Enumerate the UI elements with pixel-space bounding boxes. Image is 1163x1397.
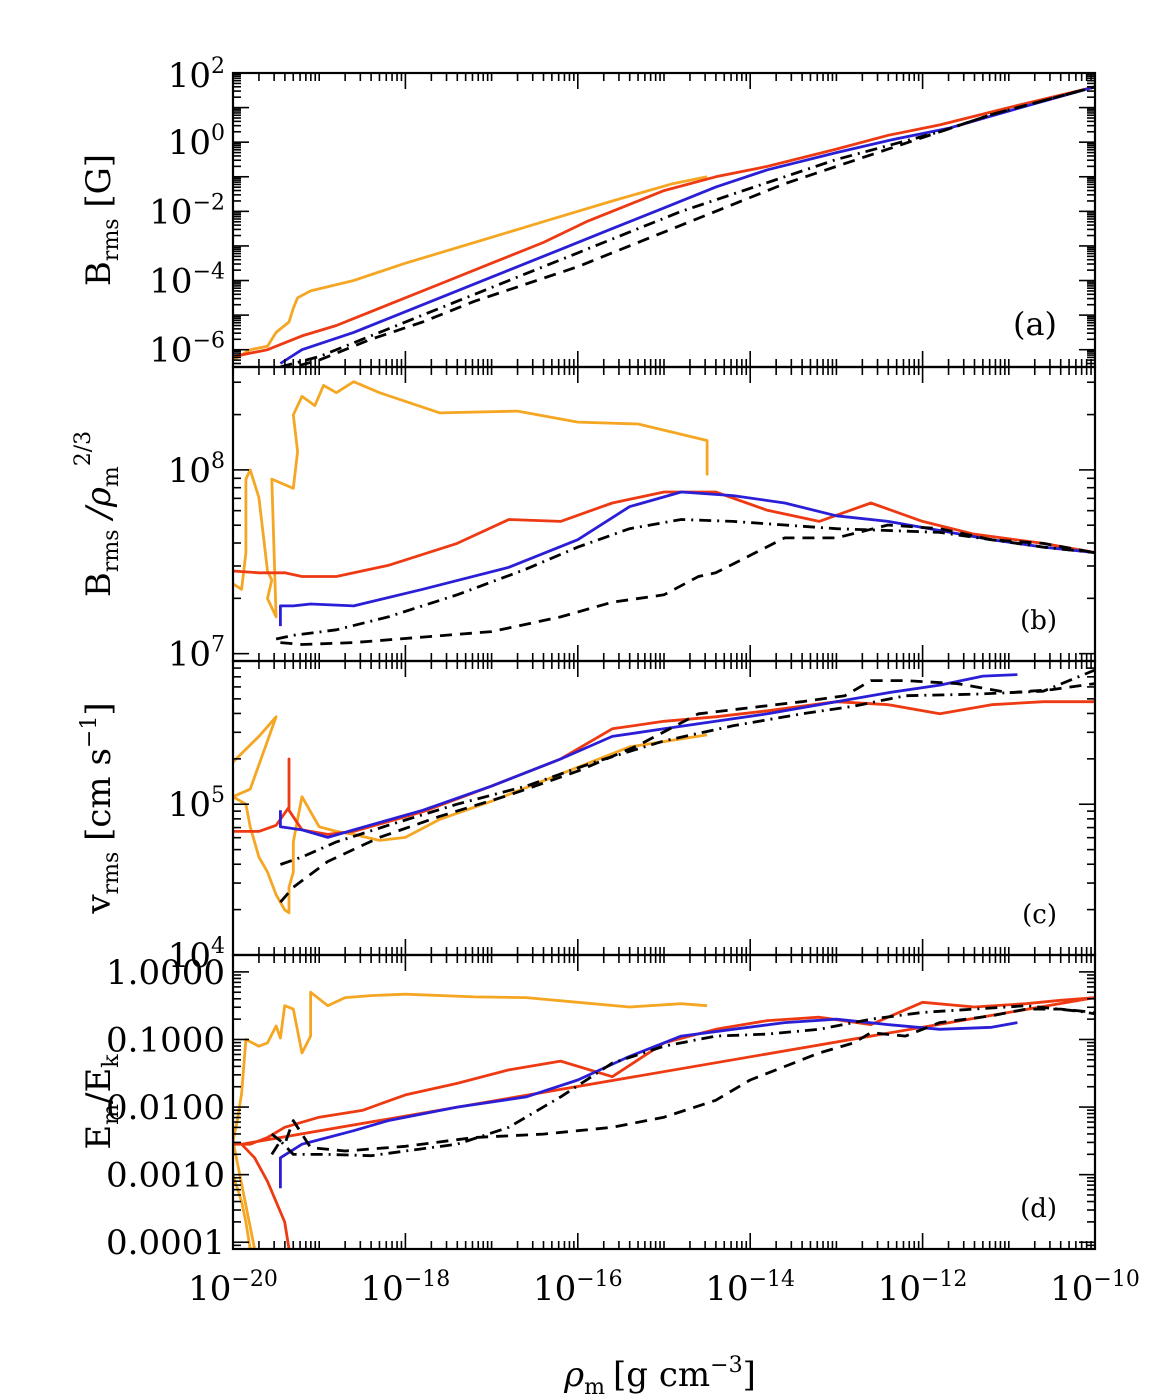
panel-a-x-ticks: [232, 73, 1096, 367]
panel-b: 108 107 (b) Brms /ρm2/3: [71, 365, 1097, 675]
y-tick-label: 0.0001: [106, 1223, 225, 1263]
x-tick-label: 10−20: [188, 1267, 278, 1309]
panel-a-series: [233, 85, 1095, 367]
x-tick-label: 10−12: [878, 1267, 968, 1309]
panel-c-frame: [231, 659, 1097, 957]
series-line-blue-b: [279, 490, 1095, 627]
y-tick-label: 0.0100: [106, 1088, 225, 1128]
x-axis-title-unit-close: ]: [743, 1355, 756, 1395]
panel-b-x-ticks: [232, 367, 1096, 661]
panel-b-y-ticks: [233, 381, 1095, 655]
y-axis-title-a: Brms [G]: [79, 154, 124, 286]
x-tick-label: 10−14: [705, 1267, 795, 1309]
series-line-red-a: [233, 85, 1095, 358]
y-tick-label: 0.0010: [106, 1156, 225, 1196]
y-tick-label: 10−2: [149, 190, 225, 232]
panel-c-x-ticks: [232, 661, 1096, 955]
x-tick-label: 10−18: [361, 1267, 451, 1309]
y-axis-title-d: Em/Ek: [79, 1054, 124, 1150]
panel-d-x-ticks: [232, 955, 1096, 1249]
y-tick-label: 102: [168, 54, 225, 96]
panel-d-series: [233, 990, 1095, 1249]
y-tick-label: 100: [168, 121, 225, 163]
y-tick-label: 1.0000: [106, 953, 225, 993]
y-tick-label: 105: [168, 783, 225, 825]
series-line-dashdot-d: [270, 1004, 1095, 1158]
x-axis-title-unit: [g cm: [613, 1355, 710, 1395]
panel-a: 102 100 10−2 10−4 10−6 (a) Brms [G]: [79, 54, 1097, 371]
series-line-blue-d: [279, 1017, 1018, 1189]
panel-b-frame: [231, 365, 1097, 663]
panel-label-d: (d): [1020, 1194, 1057, 1224]
panel-label-c: (c): [1022, 900, 1057, 930]
panel-a-y-ticks: [233, 72, 1095, 365]
series-line-dashed-d: [270, 1007, 1095, 1153]
panel-c: 105 104 (c) vrms [cm s−1]: [77, 659, 1097, 976]
series-line-orange-b: [233, 380, 709, 619]
panel-label-a: (a): [1013, 305, 1057, 343]
series-line-blue-c: [279, 673, 1018, 839]
series-line-orange-d: [233, 990, 708, 1249]
y-tick-label: 0.1000: [106, 1020, 225, 1060]
x-tick-label: 10−10: [1050, 1267, 1140, 1309]
x-tick-label: 10−16: [533, 1267, 623, 1309]
series-line-dashed-a: [288, 85, 1095, 367]
series-line-red-b: [233, 490, 1095, 578]
panel-c-y-ticks: [233, 667, 1095, 956]
panel-d: 1.0000 0.1000 0.0100 0.0010 0.0001 (d) Em/Ek: [79, 953, 1097, 1263]
series-line-dashed-c: [279, 679, 1095, 904]
x-axis-title-unit-exp: −3: [710, 1353, 742, 1378]
y-tick-label: 10−4: [149, 260, 225, 302]
panel-c-series: [233, 668, 1095, 915]
series-line-red-c: [233, 700, 1095, 836]
series-line-orange-a: [233, 175, 708, 362]
series-line-red-d: [233, 996, 1095, 1249]
y-tick-label: 108: [168, 449, 225, 491]
x-axis-title-main: ρ: [563, 1355, 584, 1395]
panel-label-b: (b): [1020, 606, 1057, 636]
x-tick-labels: 10−20 10−18 10−16 10−14 10−12 10−10: [188, 1267, 1140, 1309]
series-line-blue-a: [279, 85, 1095, 365]
series-line-orange-c: [233, 715, 708, 915]
panels-layer: 102 100 10−2 10−4 10−6 (a) Brms [G] 108 107 (b) Br…: [71, 54, 1140, 1309]
series-line-dashdot-b: [275, 518, 1095, 641]
y-tick-label: 104: [168, 934, 225, 976]
panel-d-y-ticks: [233, 971, 1095, 1250]
series-line-dashed-b: [280, 523, 1095, 646]
y-axis-title-b: Brms /ρm2/3: [71, 431, 124, 597]
x-axis-title-sub: m: [584, 1375, 605, 1397]
series-line-dashdot-c: [279, 668, 1095, 866]
panel-b-series: [233, 380, 1095, 646]
y-tick-label: 10−6: [149, 329, 225, 371]
series-line-dashdot-a: [280, 85, 1095, 367]
panel-d-frame: [231, 953, 1097, 1251]
y-axis-title-c: vrms [cm s−1]: [77, 702, 124, 914]
y-tick-label: 107: [168, 633, 225, 675]
x-axis-title: ρm [g cm−3]: [563, 1353, 756, 1397]
